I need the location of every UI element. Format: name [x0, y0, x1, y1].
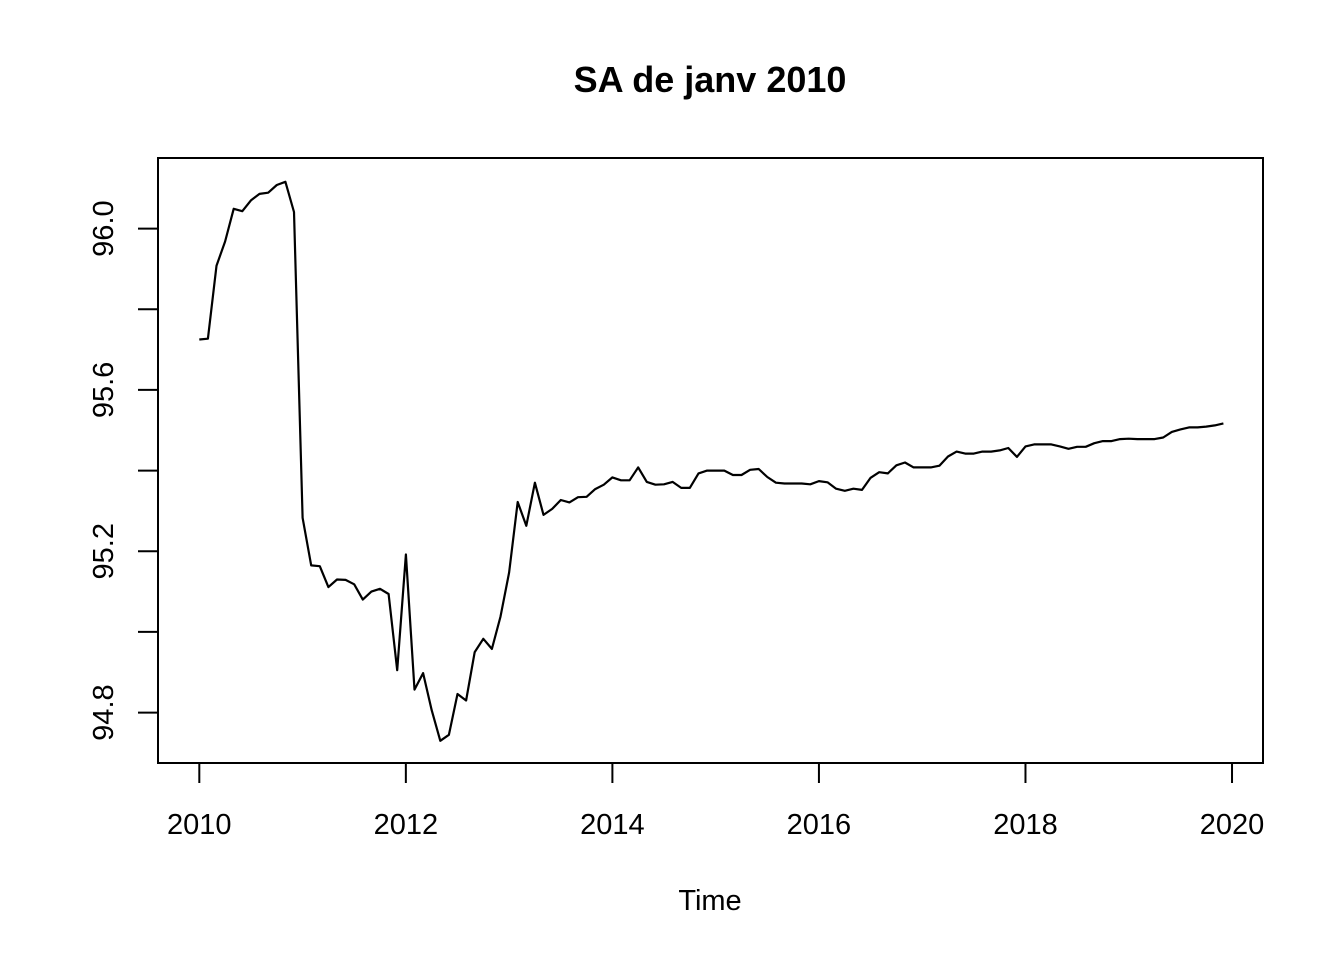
y-tick-label: 94.8 — [88, 684, 120, 740]
x-axis: 2010 2012 2014 2016 2018 2020 — [167, 762, 1265, 841]
series-line — [199, 180, 1224, 742]
x-tick-label: 2014 — [580, 809, 645, 841]
plot-frame — [157, 157, 1264, 764]
x-axis-label: Time — [678, 885, 741, 917]
x-tick-label: 2020 — [1200, 809, 1265, 841]
y-tick-label: 95.2 — [88, 523, 120, 579]
x-tick-label: 2010 — [167, 809, 232, 841]
x-tick-label: 2012 — [374, 809, 439, 841]
x-tick-label: 2018 — [993, 809, 1058, 841]
chart-title: SA de janv 2010 — [574, 59, 847, 100]
x-tick-label: 2016 — [787, 809, 852, 841]
y-axis: 94.8 95.2 95.6 96.0 — [88, 200, 159, 741]
y-tick-label: 96.0 — [88, 200, 120, 256]
y-tick-label: 95.6 — [88, 362, 120, 418]
